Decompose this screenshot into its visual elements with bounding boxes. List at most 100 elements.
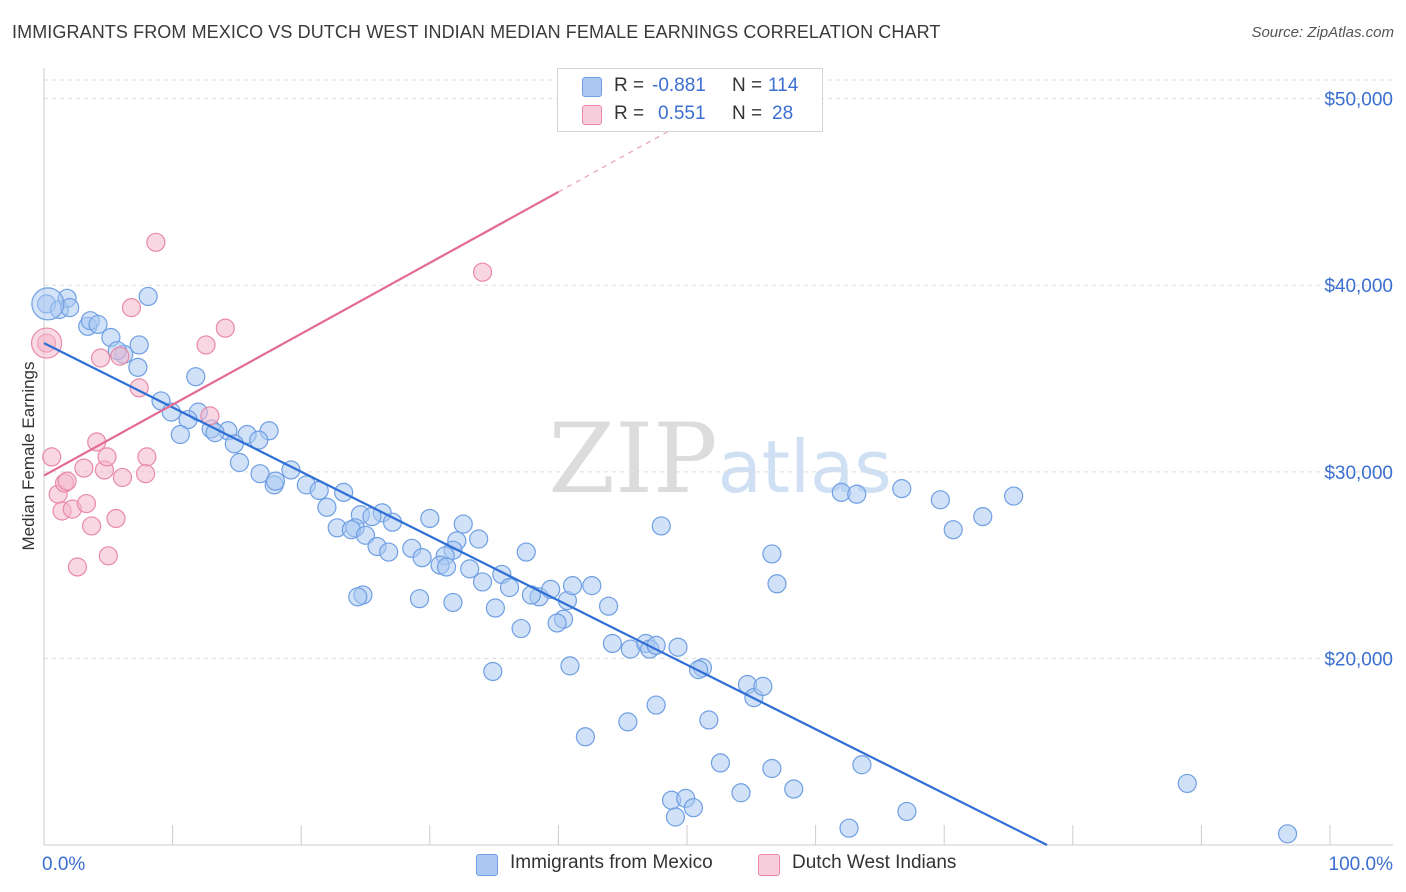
legend-swatch-dutch: [758, 854, 780, 876]
r-label: R =: [614, 103, 645, 124]
point-mexico: [582, 576, 602, 596]
point-mexico: [412, 548, 432, 568]
point-mexico: [847, 484, 867, 504]
point-mexico: [443, 592, 463, 613]
point-dutch: [106, 508, 126, 529]
point-mexico: [170, 424, 190, 445]
x-tick-label: 0.0%: [42, 854, 85, 875]
point-mexico: [767, 574, 787, 594]
point-mexico: [516, 542, 536, 562]
y-tick-label: $30,000: [1324, 463, 1393, 484]
r-label: R =: [614, 75, 645, 96]
r-value-mexico: -0.881: [652, 75, 706, 96]
point-mexico: [453, 514, 473, 534]
point-dutch: [146, 232, 166, 252]
point-mexico: [668, 637, 688, 657]
point-mexico: [562, 576, 583, 596]
point-mexico: [355, 525, 376, 545]
r-value-dutch: 0.551: [658, 103, 706, 124]
point-mexico: [460, 559, 480, 579]
legend-label-mexico: Immigrants from Mexico: [510, 852, 713, 873]
point-dutch: [67, 557, 88, 577]
point-mexico: [128, 357, 148, 377]
point-mexico: [469, 529, 489, 549]
point-mexico: [1277, 824, 1298, 844]
point-mexico: [348, 587, 368, 607]
point-dutch: [42, 447, 62, 467]
point-mexico: [753, 676, 773, 697]
legend-label-dutch: Dutch West Indians: [792, 852, 957, 873]
point-mexico: [521, 585, 541, 605]
point-mexico: [250, 464, 270, 484]
point-dutch: [81, 516, 102, 536]
trendline-dutch: [43, 190, 559, 477]
point-dutch: [97, 447, 117, 467]
legend-row-dutch: R = 0.551 N = 28: [558, 101, 822, 127]
point-mexico: [852, 755, 872, 775]
point-mexico: [618, 712, 638, 732]
point-dutch-large: [30, 327, 63, 359]
point-mexico: [1004, 486, 1024, 506]
point-mexico: [943, 520, 963, 540]
point-mexico: [784, 779, 804, 799]
legend-swatch-mexico: [582, 77, 602, 97]
point-dutch: [90, 348, 111, 368]
point-mexico: [665, 807, 686, 827]
point-mexico: [547, 613, 567, 633]
point-mexico: [699, 710, 719, 730]
point-mexico: [138, 286, 158, 307]
point-dutch: [121, 298, 142, 318]
point-mexico: [511, 618, 531, 639]
point-mexico: [499, 577, 520, 598]
n-label: N =: [732, 103, 763, 124]
n-label: N =: [732, 75, 763, 96]
correlation-legend: R = -0.881 N = 114 R = 0.551 N = 28: [557, 68, 823, 132]
point-mexico: [379, 542, 399, 562]
n-value-dutch: 28: [772, 103, 794, 124]
point-mexico: [839, 818, 859, 838]
point-mexico: [485, 598, 505, 618]
point-mexico: [186, 367, 206, 387]
point-mexico: [710, 753, 731, 773]
y-axis-label: Median Female Earnings: [19, 362, 38, 551]
point-dutch: [196, 335, 216, 355]
point-dutch: [74, 458, 94, 478]
legend-swatch-mexico: [476, 854, 498, 876]
point-mexico: [602, 633, 623, 654]
point-dutch: [200, 406, 220, 426]
point-mexico: [249, 430, 269, 450]
point-mexico: [930, 490, 950, 510]
point-mexico: [762, 758, 782, 779]
point-dutch: [137, 447, 157, 467]
point-mexico: [892, 479, 912, 499]
point-mexico: [560, 656, 580, 676]
point-mexico: [420, 508, 440, 529]
point-mexico: [382, 512, 403, 532]
chart-source: Source: ZipAtlas.com: [1251, 24, 1394, 41]
point-mexico: [651, 516, 671, 536]
point-mexico: [409, 589, 430, 609]
point-mexico: [265, 471, 286, 491]
point-mexico: [129, 335, 149, 355]
point-mexico: [436, 557, 457, 577]
point-dutch: [57, 471, 77, 491]
x-tick-label: 100.0%: [1329, 854, 1394, 875]
series-legend: Immigrants from Mexico Dutch West Indian…: [0, 852, 1406, 878]
point-mexico: [683, 798, 704, 818]
point-dutch: [98, 546, 118, 566]
point-mexico: [762, 544, 782, 564]
trendline-mexico: [43, 342, 1048, 846]
point-dutch: [76, 493, 97, 514]
point-dutch: [112, 467, 133, 488]
legend-row-mexico: R = -0.881 N = 114: [558, 73, 822, 99]
watermark: ZIPatlas: [548, 403, 891, 515]
point-mexico: [483, 661, 503, 682]
point-mexico: [88, 314, 108, 335]
n-value-mexico: 114: [768, 75, 799, 96]
chart-title: IMMIGRANTS FROM MEXICO VS DUTCH WEST IND…: [12, 22, 941, 42]
point-mexico: [575, 727, 596, 747]
point-mexico: [472, 572, 493, 592]
y-tick-label: $40,000: [1324, 276, 1393, 297]
point-mexico: [229, 452, 250, 473]
